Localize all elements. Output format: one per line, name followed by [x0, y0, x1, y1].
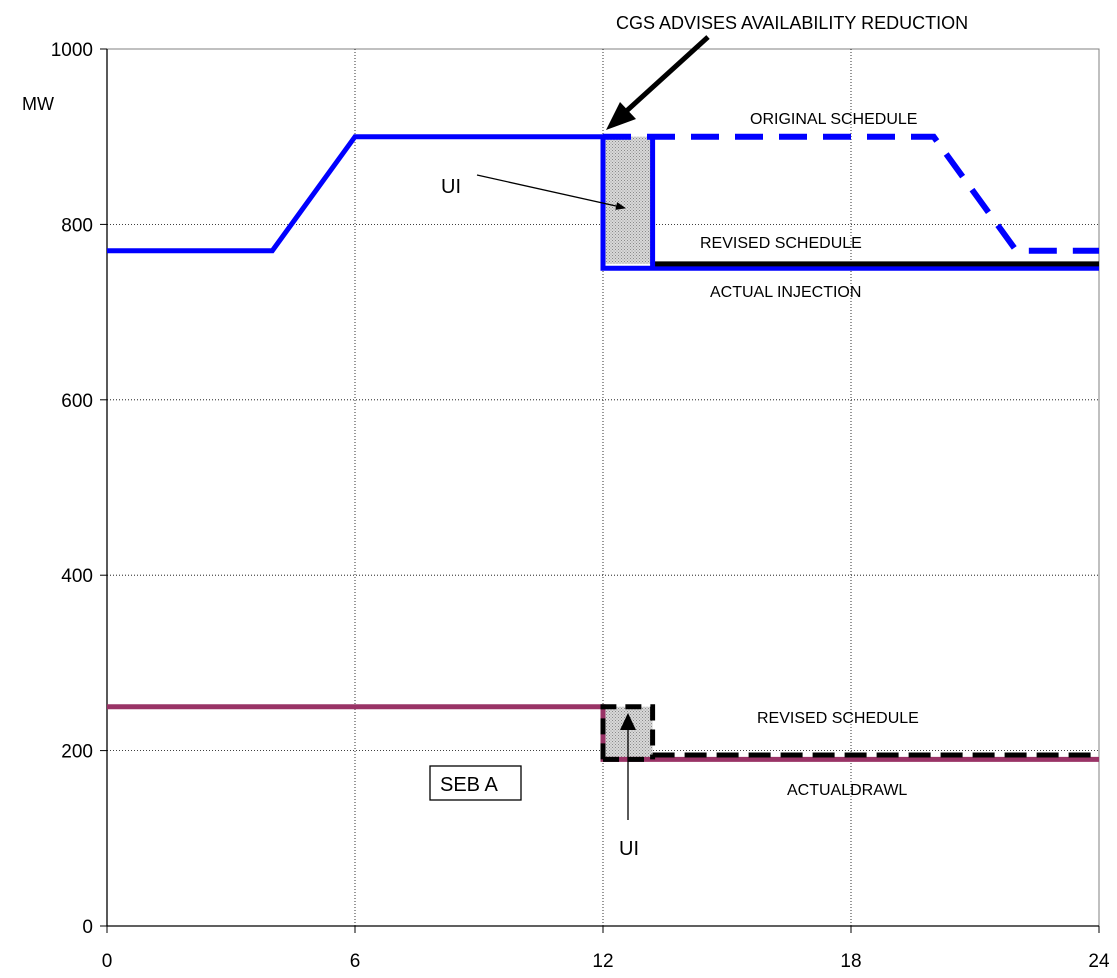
ui-regions	[603, 136, 653, 760]
seb-label-box	[429, 765, 522, 801]
series-cgs_actual_injection	[107, 134, 1099, 271]
annotation-original-schedule: ORIGINAL SCHEDULE	[750, 111, 917, 128]
annotation-ui-bottom-arrowhead	[620, 713, 636, 730]
annotation-revised-schedule-top: REVISED SCHEDULE	[700, 235, 862, 252]
y-tick-label: 200	[61, 742, 93, 763]
x-tick-label: 24	[1088, 951, 1110, 972]
annotation-ui-top: UI	[441, 176, 461, 198]
annotation-cgs-advises-arrowhead	[606, 102, 636, 130]
series-lines	[107, 133, 1099, 762]
y-tick-label: 800	[61, 215, 93, 236]
ui-region-ui_cgs	[603, 136, 653, 264]
x-tick-label: 18	[840, 951, 861, 972]
annotation-actual-injection: ACTUAL INJECTION	[710, 284, 861, 301]
y-axis-label: MW	[22, 94, 54, 114]
ui-region-seb-outline	[600, 704, 656, 760]
y-tick-label: 400	[61, 566, 93, 587]
y-tick-label: 1000	[51, 40, 93, 61]
y-tick-label: 0	[82, 917, 93, 938]
seb-label: SEB A	[440, 774, 498, 796]
annotation-cgs-advises: CGS ADVISES AVAILABILITY REDUCTION	[616, 13, 968, 33]
y-tick-label: 600	[61, 391, 93, 412]
axes: 0 200 400 600 800 1000 0 6 12 18 24 MW	[22, 40, 1110, 972]
annotation-ui-top-arrow	[476, 174, 626, 210]
annotation-revised-schedule-bottom: REVISED SCHEDULE	[757, 710, 919, 727]
annotation-cgs-advises-arrow	[619, 35, 710, 118]
annotation-actual-drawl: ACTUALDRAWL	[787, 782, 907, 799]
annotation-ui-bottom: UI	[619, 838, 639, 860]
series-cgs_original_schedule	[603, 133, 1099, 254]
x-tick-label: 6	[350, 951, 361, 972]
x-tick-label: 12	[592, 951, 613, 972]
x-tick-label: 0	[102, 951, 113, 972]
